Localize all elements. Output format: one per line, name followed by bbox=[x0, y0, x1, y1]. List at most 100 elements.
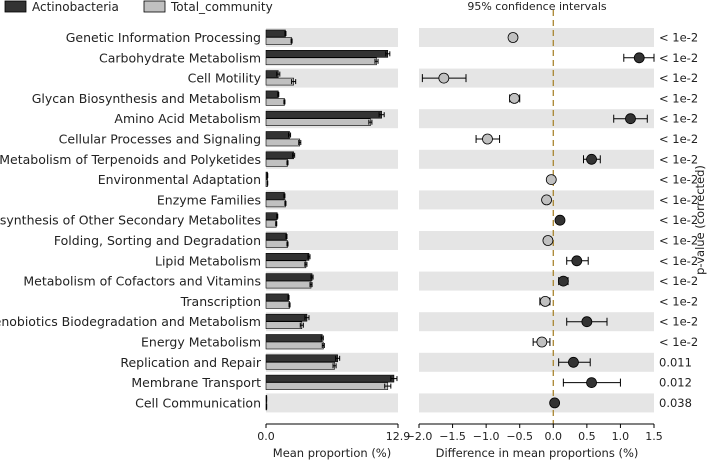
total-community-bar bbox=[265, 118, 371, 126]
p-value-label: 0.012 bbox=[659, 376, 692, 390]
total-community-bar bbox=[265, 321, 303, 330]
legend-label-total-community: Total_community bbox=[170, 0, 273, 14]
row-stripe-right bbox=[419, 68, 654, 88]
category-label: Biosynthesis of Other Secondary Metaboli… bbox=[0, 213, 261, 228]
total-community-bar bbox=[265, 138, 301, 147]
row-stripe-right bbox=[419, 393, 654, 413]
difference-point bbox=[482, 133, 493, 145]
actinobacteria-bar bbox=[265, 253, 310, 261]
actinobacteria-bar bbox=[265, 313, 308, 322]
row-stripe-right bbox=[419, 190, 654, 210]
difference-tick-label: −0.5 bbox=[506, 430, 533, 443]
category-labels: Genetic Information Processing Carbohydra… bbox=[0, 30, 262, 410]
row-stripe-right bbox=[419, 312, 654, 332]
difference-point bbox=[568, 356, 579, 368]
row-stripe-left bbox=[266, 231, 398, 250]
total-community-bar bbox=[265, 57, 377, 66]
total-community-bar bbox=[265, 37, 292, 45]
mean-proportion-tick-label: 0.0 bbox=[257, 430, 275, 443]
total-community-bar bbox=[265, 301, 290, 309]
p-value-label: < 1e-2 bbox=[659, 71, 698, 85]
mean-proportion-bars bbox=[265, 29, 398, 411]
p-value-label: < 1e-2 bbox=[659, 213, 698, 227]
difference-point bbox=[507, 32, 519, 43]
total-community-bar bbox=[265, 77, 294, 86]
row-stripe-right bbox=[419, 231, 654, 250]
difference-point bbox=[545, 174, 557, 186]
difference-point bbox=[438, 72, 450, 84]
actinobacteria-bar bbox=[265, 90, 279, 99]
actinobacteria-bar bbox=[265, 354, 338, 363]
difference-point bbox=[581, 316, 593, 328]
actinobacteria-bar bbox=[265, 374, 395, 383]
category-label: Glycan Biosynthesis and Metabolism bbox=[32, 91, 261, 106]
legend: Actinobacteria Total_community bbox=[4, 0, 273, 14]
row-stripe-right bbox=[419, 271, 654, 291]
row-stripe-right bbox=[419, 109, 654, 129]
category-label: Enzyme Families bbox=[157, 192, 261, 207]
actinobacteria-bar bbox=[265, 192, 285, 200]
difference-tick-label: 0.0 bbox=[545, 430, 563, 443]
difference-point bbox=[541, 194, 552, 206]
category-label: Xenobiotics Biodegradation and Metabolis… bbox=[0, 314, 261, 329]
mean-proportion-axis: 0.0 12.9 bbox=[257, 423, 410, 443]
p-value-label: 0.011 bbox=[659, 355, 692, 369]
p-value-label: < 1e-2 bbox=[659, 294, 698, 308]
p-value-label: < 1e-2 bbox=[659, 254, 698, 268]
category-label: Energy Metabolism bbox=[141, 335, 261, 350]
difference-point bbox=[542, 235, 554, 246]
difference-point bbox=[586, 377, 597, 389]
difference-tick-label: 1.5 bbox=[645, 430, 663, 443]
actinobacteria-bar bbox=[265, 232, 287, 241]
difference-point bbox=[536, 336, 548, 348]
total-community-bar bbox=[265, 341, 324, 350]
category-label: Replication and Repair bbox=[120, 355, 262, 370]
difference-point bbox=[633, 52, 645, 64]
actinobacteria-bar bbox=[265, 151, 294, 160]
actinobacteria-bar bbox=[265, 110, 382, 119]
difference-point bbox=[549, 397, 561, 409]
category-label: Cell Communication bbox=[135, 395, 261, 410]
actinobacteria-bar bbox=[265, 29, 286, 38]
p-value-labels: < 1e-2 < 1e-2 < 1e-2 < 1e-2 < 1e-2 < 1e-2 < 1e… bbox=[659, 31, 698, 410]
legend-label-actinobacteria: Actinobacteria bbox=[32, 0, 119, 14]
legend-swatch-total-community bbox=[143, 0, 166, 13]
actinobacteria-bar bbox=[265, 49, 389, 58]
total-community-bar bbox=[265, 240, 288, 248]
mean-proportion-axis-title: Mean proportion (%) bbox=[273, 446, 391, 460]
difference-point bbox=[508, 93, 520, 104]
category-label: Metabolism of Terpenoids and Polyketides bbox=[0, 152, 261, 167]
row-stripe-right bbox=[419, 28, 654, 47]
actinobacteria-bar bbox=[265, 334, 323, 342]
p-value-label: < 1e-2 bbox=[659, 234, 698, 248]
total-community-bar bbox=[265, 199, 286, 208]
row-stripe-left bbox=[266, 149, 398, 169]
category-label: Carbohydrate Metabolism bbox=[99, 50, 261, 65]
row-stripe-left bbox=[266, 190, 398, 210]
category-label: Genetic Information Processing bbox=[66, 30, 261, 45]
category-label: Folding, Sorting and Degradation bbox=[54, 233, 261, 248]
category-label: Amino Acid Metabolism bbox=[114, 111, 261, 126]
p-value-label: < 1e-2 bbox=[659, 274, 698, 288]
total-community-bar bbox=[265, 280, 312, 289]
difference-tick-label: 1.0 bbox=[612, 430, 630, 443]
total-community-bar bbox=[265, 382, 389, 390]
row-stripe-left bbox=[266, 28, 398, 47]
p-value-label: < 1e-2 bbox=[659, 51, 698, 65]
legend-swatch-actinobacteria bbox=[4, 0, 27, 13]
row-stripe-right bbox=[419, 352, 654, 372]
category-label: Cell Motility bbox=[188, 71, 262, 86]
row-stripe-right bbox=[419, 149, 654, 169]
difference-tick-label: −1.0 bbox=[473, 430, 500, 443]
total-community-bar bbox=[265, 219, 277, 228]
category-label: Transcription bbox=[180, 294, 261, 309]
p-value-label: < 1e-2 bbox=[659, 335, 698, 349]
difference-point bbox=[586, 153, 597, 165]
ci-title: 95% confidence intervals bbox=[467, 0, 607, 13]
actinobacteria-bar bbox=[265, 212, 278, 220]
difference-tick-label: −1.5 bbox=[439, 430, 466, 443]
p-value-label: 0.038 bbox=[659, 396, 692, 410]
p-value-label: < 1e-2 bbox=[659, 173, 698, 187]
total-community-bar bbox=[265, 361, 335, 370]
